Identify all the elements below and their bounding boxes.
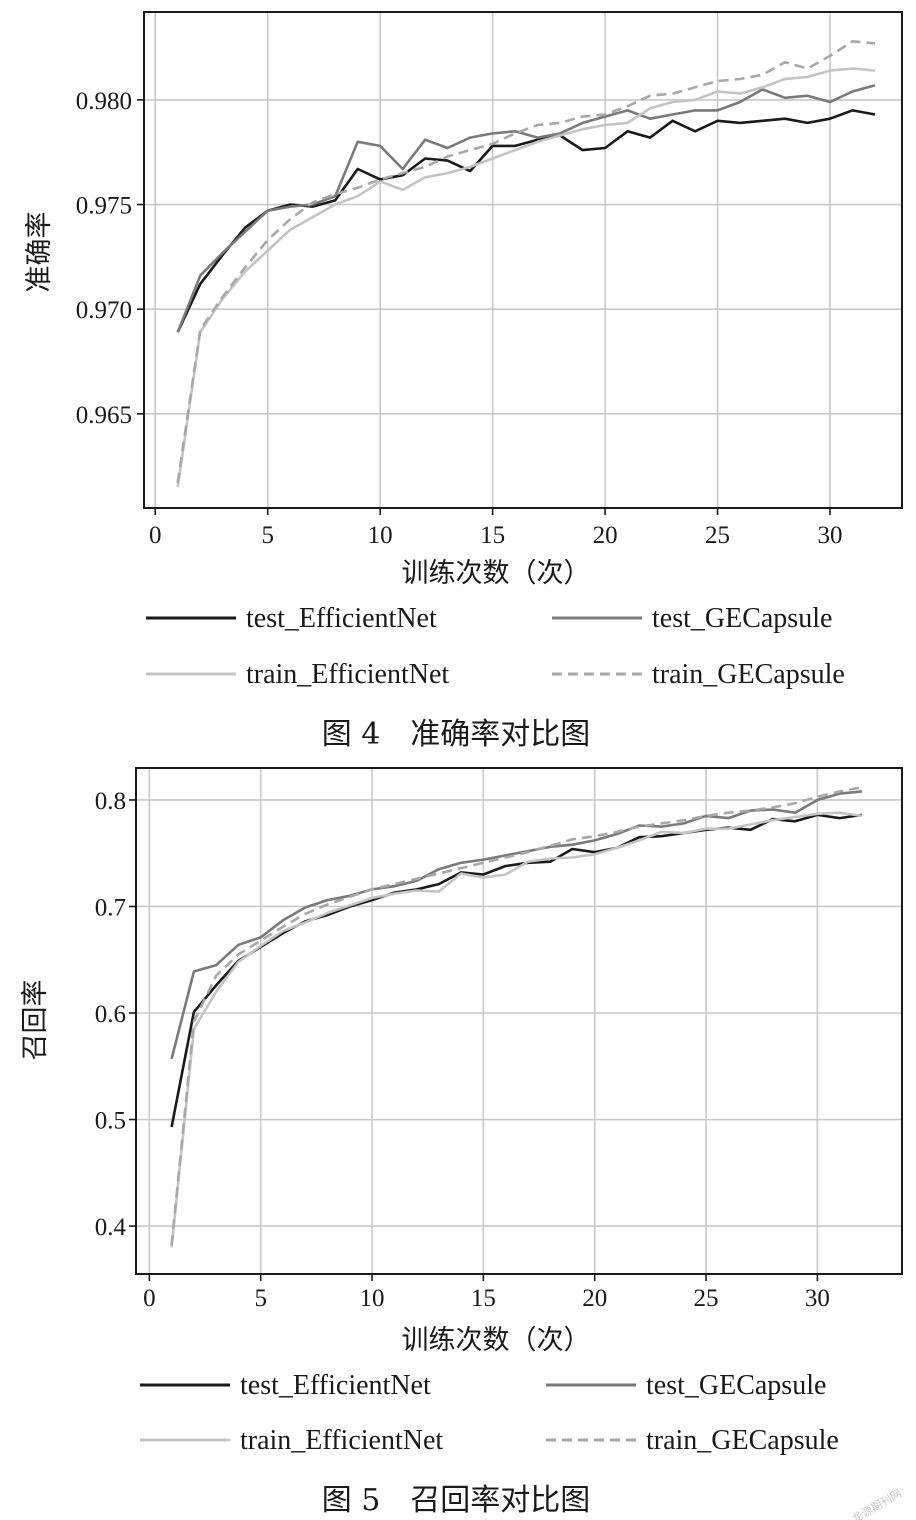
recall-x-tick-label: 25 — [694, 1285, 719, 1312]
recall-legend-item: train_EfficientNet — [140, 1425, 443, 1456]
accuracy-legend-item: test_GECapsule — [552, 603, 832, 634]
accuracy-x-tick-label: 15 — [480, 522, 505, 549]
recall-legend: test_EfficientNet test_GECapsule train_Eff… — [140, 1370, 839, 1456]
recall-legend-item: test_GECapsule — [546, 1370, 826, 1401]
accuracy-legend-label: train_EfficientNet — [246, 659, 449, 690]
recall-y-tick-label: 0.4 — [95, 1214, 127, 1241]
accuracy-x-tick-label: 10 — [368, 522, 393, 549]
accuracy-y-axis-label: 准确率 — [24, 212, 55, 293]
accuracy-series-train-efficientnet — [176, 67, 876, 488]
recall-series-train-efficientnet — [170, 811, 863, 1248]
accuracy-x-tick-label: 0 — [149, 522, 162, 549]
accuracy-legend-label: train_GECapsule — [652, 659, 845, 690]
recall-y-tick-label: 0.7 — [95, 894, 126, 921]
accuracy-y-tick-label: 0.965 — [76, 402, 132, 429]
recall-x-tick-label: 5 — [254, 1285, 267, 1312]
accuracy-x-tick-label: 5 — [261, 522, 274, 549]
recall-y-axis-label: 召回率 — [20, 980, 51, 1061]
accuracy-x-tick-label: 20 — [593, 522, 618, 549]
accuracy-grid — [144, 12, 902, 508]
accuracy-series-test-efficientnet — [176, 109, 876, 333]
accuracy-legend-item: test_EfficientNet — [146, 603, 437, 634]
recall-legend-item: train_GECapsule — [546, 1425, 839, 1456]
accuracy-y-tick-label: 0.980 — [76, 88, 132, 115]
accuracy-y-tick-label: 0.975 — [76, 193, 132, 220]
accuracy-figure-caption: 图 4 准确率对比图 — [322, 717, 591, 752]
recall-legend-label: test_EfficientNet — [240, 1370, 431, 1401]
accuracy-x-tick-label: 30 — [818, 522, 843, 549]
accuracy-x-tick-label: 25 — [705, 522, 730, 549]
accuracy-legend-item: train_EfficientNet — [146, 659, 449, 690]
accuracy-series-group — [176, 39, 876, 488]
accuracy-series-train-gecapsule — [176, 39, 876, 484]
accuracy-legend: test_EfficientNet test_GECapsule train_Eff… — [146, 603, 845, 690]
recall-x-tick-label: 20 — [582, 1285, 607, 1312]
recall-x-tick-label: 30 — [805, 1285, 830, 1312]
accuracy-chart: 0 5 10 15 20 25 30 0.965 0.970 0.975 0.980 训练次数（次）… — [24, 11, 903, 752]
recall-y-tick-label: 0.8 — [95, 788, 126, 815]
recall-grid — [136, 768, 902, 1274]
accuracy-legend-label: test_EfficientNet — [246, 603, 437, 634]
recall-x-axis-label: 训练次数（次） — [402, 1325, 591, 1356]
accuracy-plot-frame — [143, 11, 903, 509]
recall-plot-frame — [135, 767, 903, 1275]
recall-ticks: 0 5 10 15 20 25 30 0.4 0.5 0.6 0.7 0.8 — [95, 788, 830, 1312]
accuracy-legend-label: test_GECapsule — [652, 603, 832, 634]
recall-series-group — [170, 785, 863, 1248]
recall-x-tick-label: 10 — [360, 1285, 385, 1312]
recall-figure-caption: 图 5 召回率对比图 — [322, 1483, 591, 1518]
recall-y-tick-label: 0.6 — [95, 1001, 126, 1028]
accuracy-x-axis-label: 训练次数（次） — [402, 558, 591, 589]
recall-legend-label: train_GECapsule — [646, 1425, 839, 1456]
recall-series-test-efficientnet — [170, 813, 863, 1128]
recall-x-tick-label: 15 — [471, 1285, 496, 1312]
recall-legend-label: test_GECapsule — [646, 1370, 826, 1401]
recall-x-tick-label: 0 — [143, 1285, 156, 1312]
recall-series-train-gecapsule — [170, 785, 863, 1246]
accuracy-y-tick-label: 0.970 — [76, 297, 132, 324]
accuracy-legend-item: train_GECapsule — [552, 659, 845, 690]
recall-legend-item: test_EfficientNet — [140, 1370, 431, 1401]
recall-chart: 0 5 10 15 20 25 300.40.50.60.70.8 训练次数（次） 召回率 … — [20, 767, 903, 1518]
recall-y-tick-label: 0.5 — [95, 1108, 126, 1135]
watermark-text: 龙源期刊网 — [849, 1486, 904, 1520]
recall-legend-label: train_EfficientNet — [240, 1425, 443, 1456]
recall-series-test-gecapsule — [170, 790, 863, 1060]
accuracy-ticks: 0 5 10 15 20 25 30 0.965 0.970 0.975 0.980 — [76, 88, 843, 549]
accuracy-series-test-gecapsule — [176, 83, 876, 333]
